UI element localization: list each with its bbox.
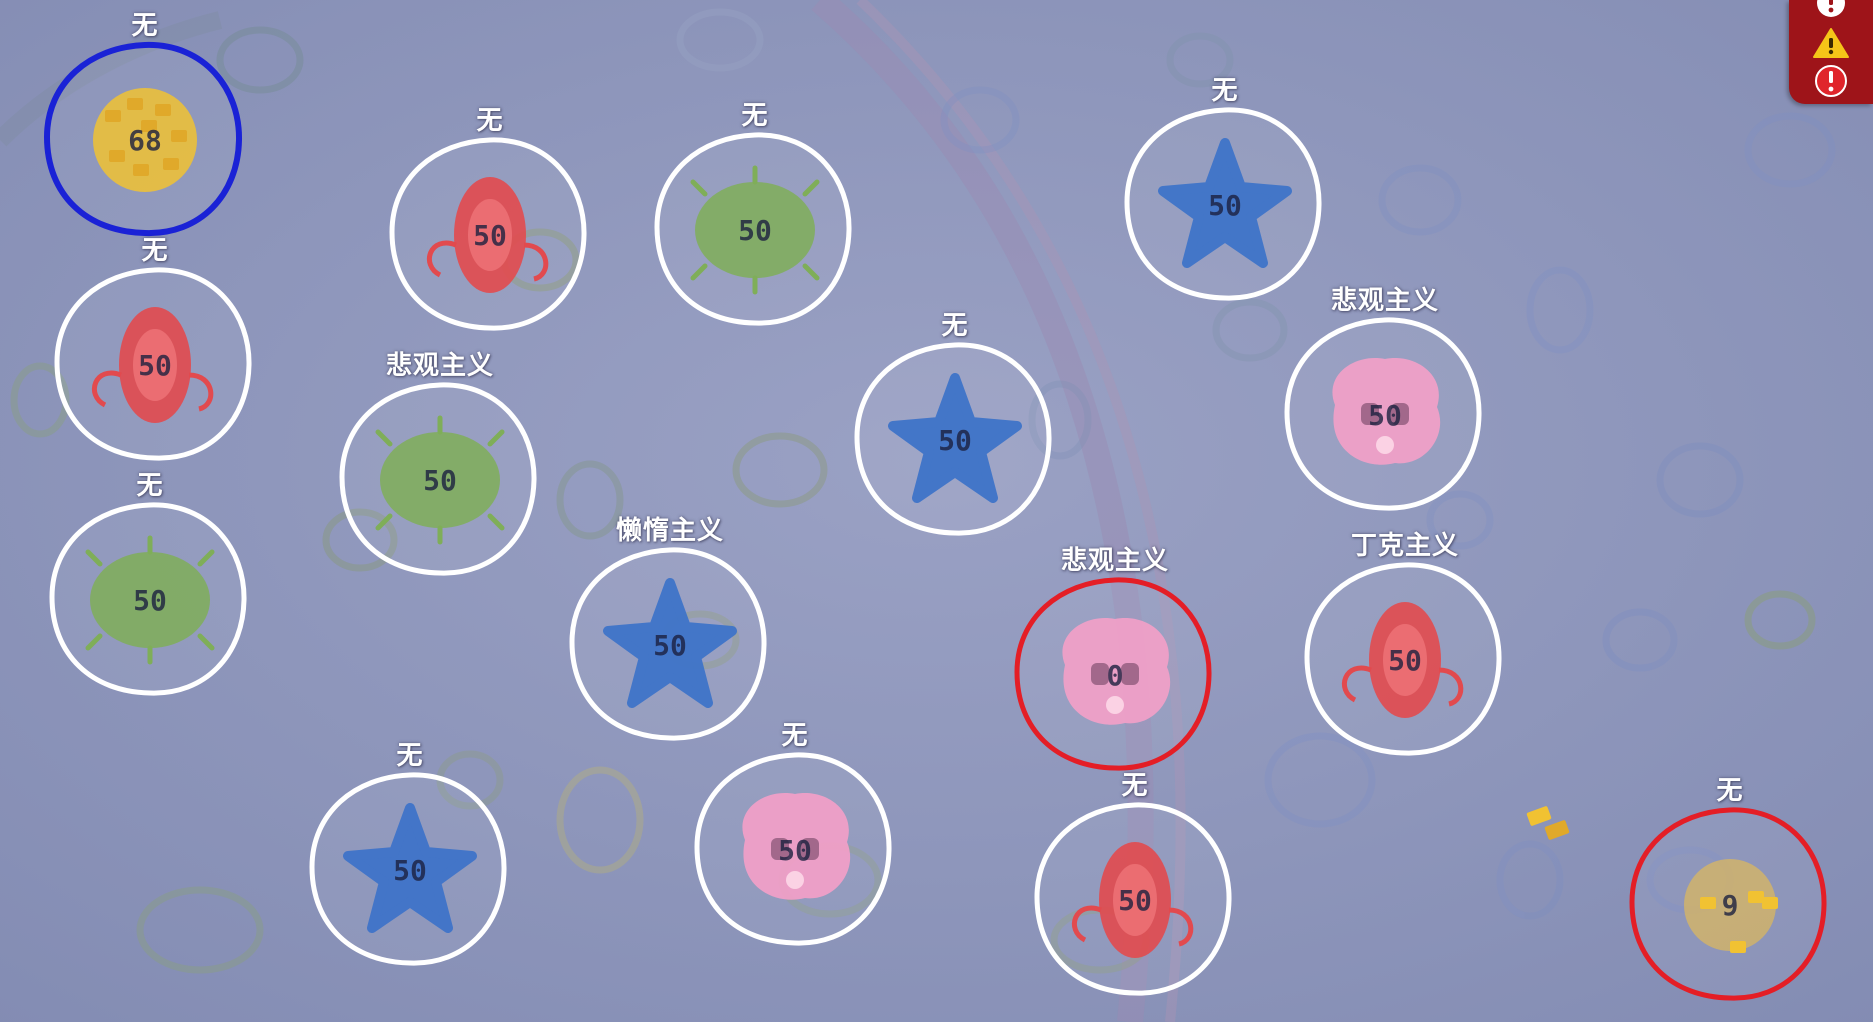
cell-label: 无 [396, 741, 424, 771]
pink-puff-organism [1332, 358, 1441, 465]
cell-count: 50 [1388, 644, 1422, 677]
cell-label: 无 [476, 106, 504, 136]
cell-bubble: 50 [1304, 562, 1502, 756]
cell-bubble: 68 [43, 41, 243, 237]
cell-bubble: 50 [569, 547, 767, 741]
warning-icon[interactable] [1811, 26, 1851, 60]
green-blob-organism [690, 165, 820, 295]
cell-7[interactable]: 悲观主义 50 [1275, 280, 1495, 520]
cell-label: 无 [141, 236, 169, 266]
cell-label: 无 [1211, 76, 1239, 106]
cell-bubble: 0 [1014, 577, 1212, 771]
cell-14[interactable]: 无 50 [1025, 765, 1245, 1005]
food-pellets [1526, 806, 1570, 840]
cell-count: 0 [1107, 659, 1124, 692]
red-fuzzy-organism [1342, 602, 1464, 718]
cell-bubble: 50 [54, 267, 252, 461]
cell-3[interactable]: 无 50 [1115, 70, 1335, 310]
cell-bubble: 50 [854, 342, 1052, 536]
cell-count: 50 [393, 854, 427, 887]
cell-5[interactable]: 悲观主义 50 [330, 345, 550, 585]
cell-label: 悲观主义 [385, 351, 494, 381]
pink-puff-organism [1062, 618, 1171, 725]
cell-label: 无 [136, 471, 164, 501]
cell-bubble: 9 [1629, 807, 1827, 1001]
info-icon[interactable] [1811, 0, 1851, 20]
cell-label: 无 [1121, 771, 1149, 801]
blue-star-organism [1158, 138, 1292, 268]
cell-bubble: 50 [49, 502, 247, 696]
cell-count: 50 [133, 584, 167, 617]
cell-10[interactable]: 悲观主义 0 [1005, 540, 1225, 780]
cell-count: 9 [1722, 889, 1739, 922]
cell-label: 无 [1716, 776, 1744, 806]
cell-count: 50 [138, 349, 172, 382]
cell-count: 50 [1208, 189, 1242, 222]
pink-puff-organism [742, 793, 851, 900]
cell-6[interactable]: 无 50 [845, 305, 1065, 545]
blue-star-organism [888, 373, 1022, 503]
cell-count: 50 [778, 834, 812, 867]
cell-count: 50 [938, 424, 972, 457]
red-fuzzy-organism [1072, 842, 1194, 958]
cell-bubble: 50 [1034, 802, 1232, 996]
cell-15[interactable]: 无 9 [1620, 770, 1840, 1010]
cell-4[interactable]: 无 50 [45, 230, 265, 470]
cell-count: 50 [1368, 399, 1402, 432]
cell-bubble: 50 [339, 382, 537, 576]
cell-count: 50 [423, 464, 457, 497]
cell-9[interactable]: 懒惰主义 50 [560, 510, 780, 750]
cell-label: 悲观主义 [1330, 286, 1439, 316]
cell-bubble: 50 [309, 772, 507, 966]
cell-1[interactable]: 无 50 [380, 100, 600, 340]
cell-2[interactable]: 无 50 [645, 95, 865, 335]
cell-bubble: 50 [1124, 107, 1322, 301]
cell-13[interactable]: 无 50 [685, 715, 905, 955]
cell-label: 无 [741, 101, 769, 131]
cell-bubble: 50 [1284, 317, 1482, 511]
yellow-spiky-organism [93, 88, 197, 192]
cell-12[interactable]: 无 50 [300, 735, 520, 975]
cell-count: 50 [653, 629, 687, 662]
cell-11[interactable]: 丁克主义 50 [1295, 525, 1515, 765]
cell-8[interactable]: 无 50 [40, 465, 260, 705]
red-fuzzy-organism [92, 307, 214, 423]
green-blob-organism [375, 415, 505, 545]
cell-label: 懒惰主义 [615, 516, 724, 546]
red-fuzzy-organism [427, 177, 549, 293]
cell-bubble: 50 [654, 132, 852, 326]
blue-star-organism [603, 578, 737, 708]
cell-label: 无 [781, 721, 809, 751]
alert-panel [1789, 0, 1873, 104]
blue-star-organism [343, 803, 477, 933]
yellow-spiky-organism [1684, 859, 1778, 953]
cell-count: 50 [1118, 884, 1152, 917]
cell-0[interactable]: 无 68 [35, 5, 255, 245]
cell-label: 无 [941, 311, 969, 341]
cell-count: 68 [128, 124, 162, 157]
cell-label: 悲观主义 [1060, 546, 1169, 576]
cell-bubble: 50 [389, 137, 587, 331]
cell-bubble: 50 [694, 752, 892, 946]
error-icon[interactable] [1811, 64, 1851, 98]
cell-count: 50 [738, 214, 772, 247]
green-blob-organism [85, 535, 215, 665]
cell-label: 丁克主义 [1350, 531, 1459, 561]
cell-label: 无 [131, 11, 159, 41]
cell-count: 50 [473, 219, 507, 252]
